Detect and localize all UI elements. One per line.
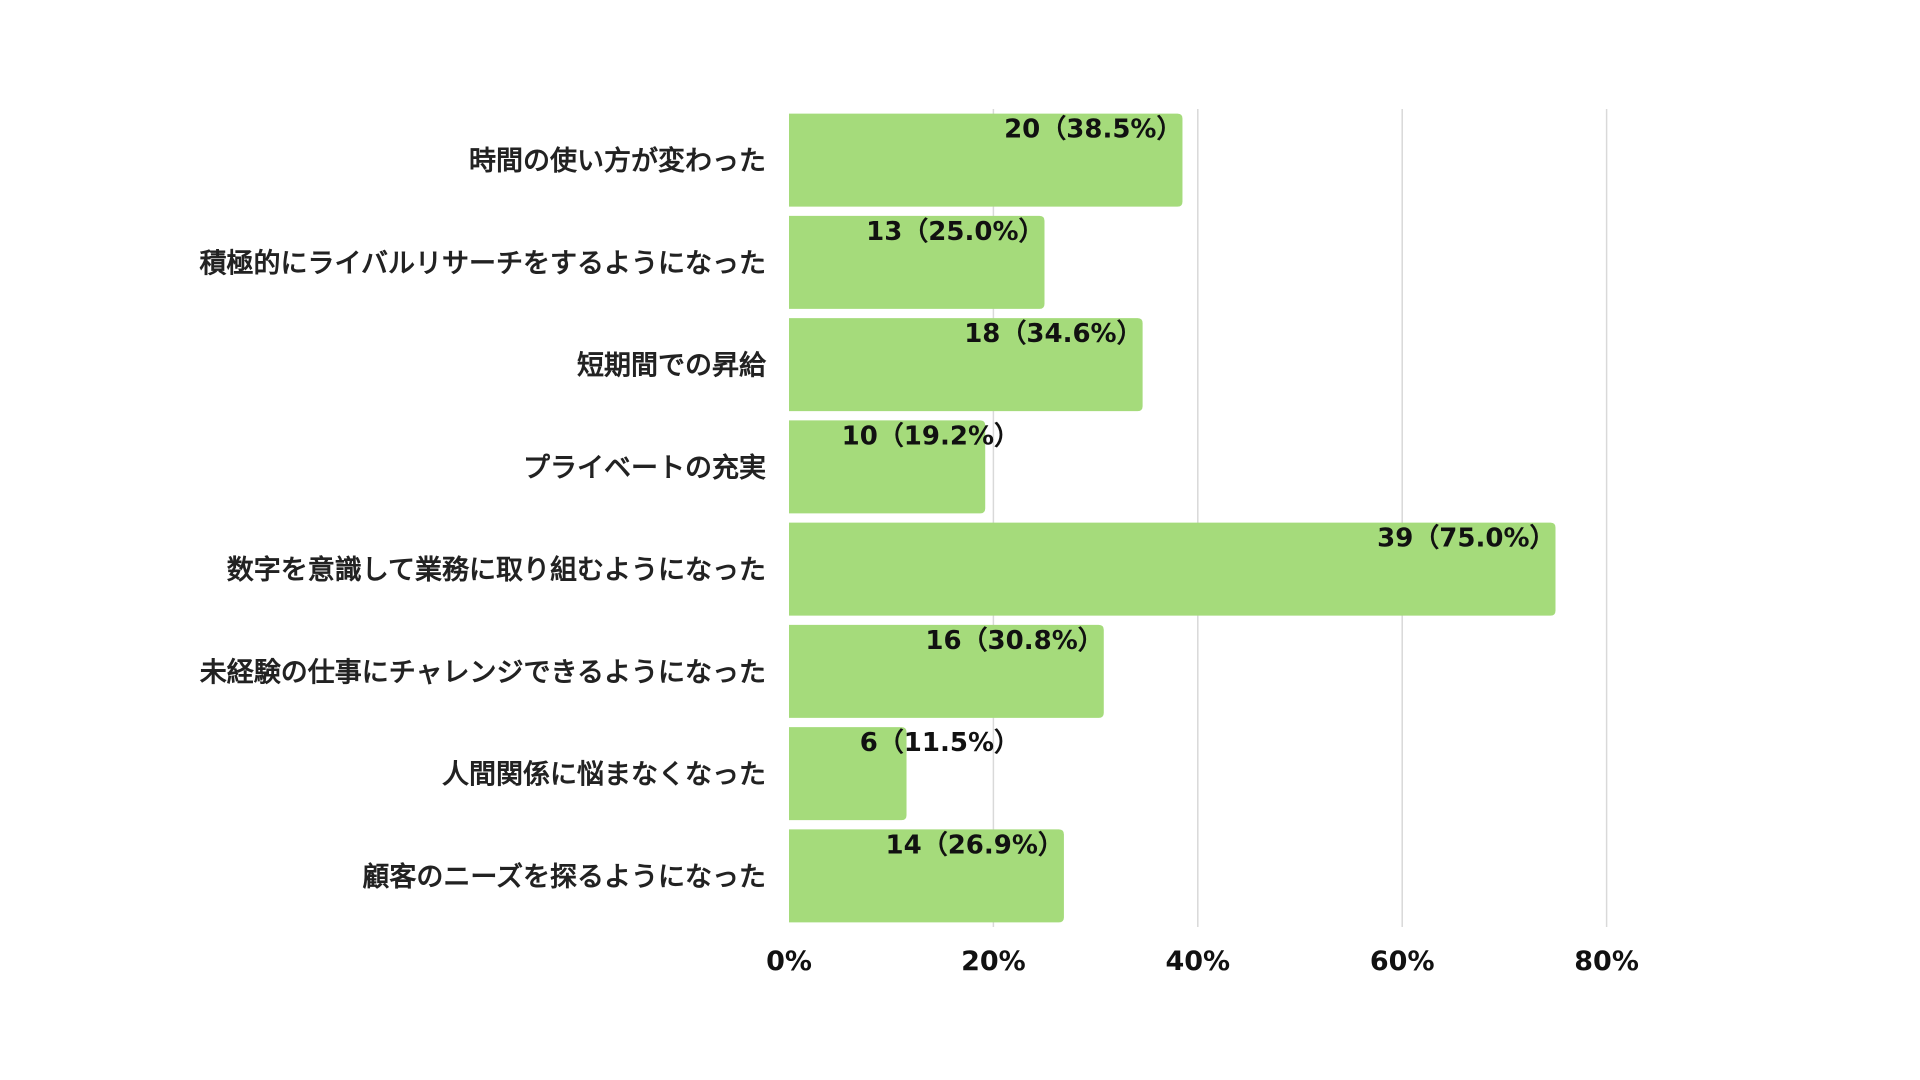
bar: [789, 522, 1556, 616]
bar: [789, 624, 1104, 718]
category-label: 人間関係に悩まなくなった: [442, 760, 766, 791]
bar: [789, 727, 907, 821]
bar: [789, 420, 986, 514]
gridlines: [992, 109, 1608, 927]
category-label: 数字を意識して業務に取り組むようになった: [227, 554, 766, 586]
bar: [789, 215, 1045, 309]
x-tick-label: 60%: [1370, 946, 1435, 977]
category-labels: 時間の使い方が変わった積極的にライバルリサーチをするようになった短期間での昇給プ…: [200, 145, 767, 893]
data-labels: 20（38.5%） 13（25.0%） 18（34.6%） 10（19.2%） 39（7…: [842, 115, 1556, 861]
data-label: 16（30.8%）: [925, 626, 1103, 656]
bars: [789, 113, 1556, 923]
category-label: プライベートの充実: [523, 452, 766, 484]
data-label: 13（25.0%）: [866, 217, 1044, 247]
category-label: 未経験の仕事にチャレンジできるようになった: [200, 656, 766, 688]
bar: [789, 318, 1143, 412]
category-label: 積極的にライバルリサーチをするようになった: [200, 247, 766, 279]
data-label: 20（38.5%）: [1004, 115, 1182, 145]
data-label: 18（34.6%）: [964, 319, 1142, 349]
data-label: 6（11.5%）: [860, 728, 1020, 758]
x-tick-label: 20%: [961, 946, 1026, 977]
x-tick-label: 40%: [1165, 946, 1230, 977]
category-label: 短期間での昇給: [577, 350, 767, 382]
bar: [789, 113, 1183, 207]
x-axis-tick-labels: 0% 20% 40% 60% 80%: [766, 946, 1639, 977]
category-label: 時間の使い方が変わった: [469, 145, 766, 177]
data-label: 10（19.2%）: [842, 421, 1020, 451]
bar: [789, 829, 1064, 923]
x-tick-label: 80%: [1574, 946, 1639, 977]
data-label: 14（26.9%）: [886, 830, 1064, 860]
x-tick-label: 0%: [766, 946, 812, 977]
data-label: 39（75.0%）: [1377, 524, 1555, 554]
category-label: 顧客のニーズを探るようになった: [362, 861, 766, 893]
